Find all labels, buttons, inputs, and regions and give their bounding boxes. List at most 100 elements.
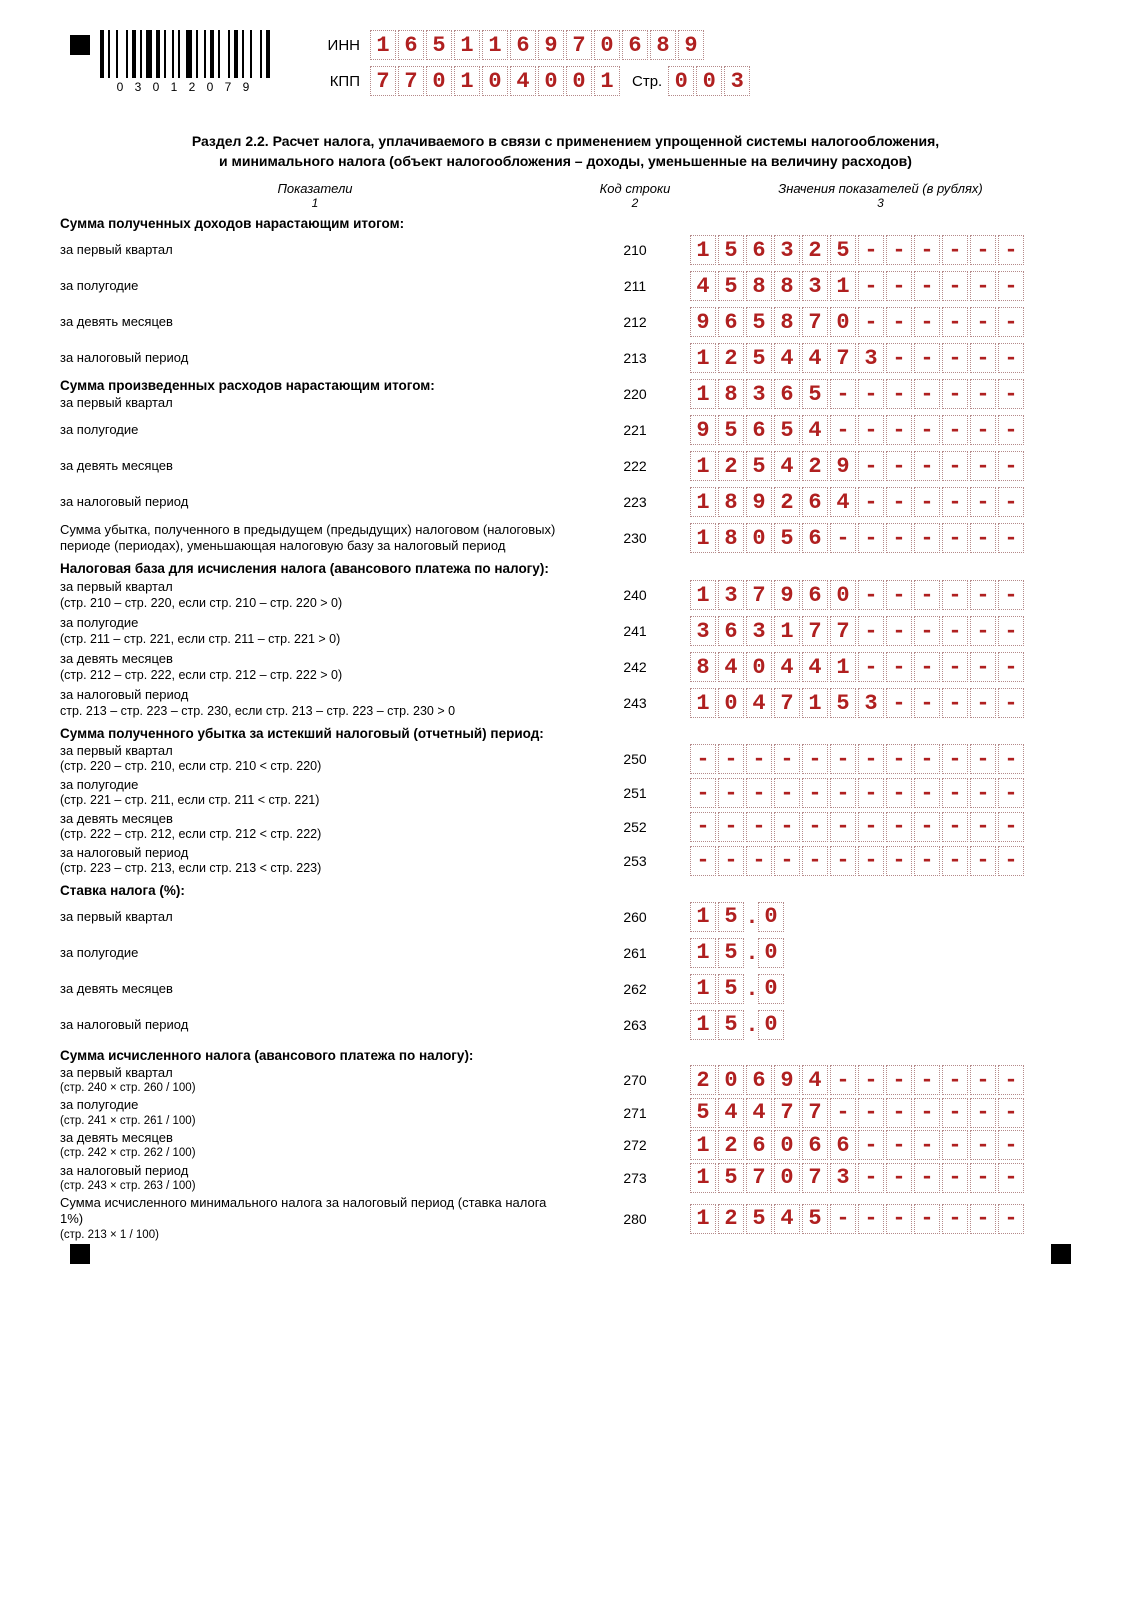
digit-cell: 1 <box>454 30 480 60</box>
line-code: 222 <box>580 458 690 474</box>
table-row: за девять месяцев222125429------ <box>60 449 1071 483</box>
digit-cell: 0 <box>566 66 592 96</box>
row-label: за первый квартал <box>60 909 580 925</box>
table-row: за налоговый периодстр. 213 – стр. 223 –… <box>60 686 1071 720</box>
digit-cell: - <box>830 379 856 409</box>
line-code: 273 <box>580 1170 690 1186</box>
row-label: за девять месяцев <box>60 314 580 330</box>
form-table: Показатели 1 Код строки 2 Значения показ… <box>60 181 1071 1242</box>
digit-cell: 5 <box>802 379 828 409</box>
digit-cell: 5 <box>426 30 452 60</box>
row-value: 20694------- <box>690 1065 1071 1095</box>
digit-cell: - <box>886 744 912 774</box>
digit-cell: - <box>942 523 968 553</box>
line-code: 223 <box>580 494 690 510</box>
digit-cell: 4 <box>510 66 536 96</box>
digit-cell: - <box>942 580 968 610</box>
digit-cell: - <box>914 271 940 301</box>
digit-cell: 3 <box>746 616 772 646</box>
digit-cell: - <box>942 1098 968 1128</box>
inn-value: 165116970689 <box>370 30 706 60</box>
page-label: Стр. <box>632 73 662 90</box>
row-value: 1254473----- <box>690 343 1071 373</box>
digit-cell: 6 <box>398 30 424 60</box>
table-row: за первый квартал(стр. 220 – стр. 210, е… <box>60 743 1071 775</box>
row-label: за девять месяцев(стр. 212 – стр. 222, е… <box>60 651 580 683</box>
digit-cell: 7 <box>802 1163 828 1193</box>
line-code: 241 <box>580 623 690 639</box>
line-code: 240 <box>580 587 690 603</box>
digit-cell: - <box>886 1065 912 1095</box>
digit-cell: 7 <box>774 1098 800 1128</box>
row-label: за налоговый период <box>60 494 580 510</box>
row-label: за первый квартал <box>60 242 580 258</box>
digit-cell: - <box>886 307 912 337</box>
row-value: 15.0 <box>690 902 1071 932</box>
digit-cell: 1 <box>690 451 716 481</box>
digit-cell: 6 <box>622 30 648 60</box>
digit-cell: 5 <box>718 902 744 932</box>
digit-cell: 1 <box>802 688 828 718</box>
group-title: Сумма полученного убытка за истекший нал… <box>60 726 1071 741</box>
digit-cell: - <box>942 1163 968 1193</box>
line-code: 250 <box>580 751 690 767</box>
digit-cell: 1 <box>690 688 716 718</box>
digit-cell: - <box>886 235 912 265</box>
digit-cell: - <box>914 415 940 445</box>
row-value: 157073------ <box>690 1163 1071 1193</box>
table-row: за девять месяцев(стр. 222 – стр. 212, е… <box>60 811 1071 843</box>
digit-cell: 2 <box>802 235 828 265</box>
digit-cell: 1 <box>690 974 716 1004</box>
digit-cell: 1 <box>774 616 800 646</box>
digit-cell: - <box>858 451 884 481</box>
digit-cell: - <box>858 1065 884 1095</box>
digit-cell: - <box>886 1204 912 1234</box>
row-value: 125429------ <box>690 451 1071 481</box>
group-title: Ставка налога (%): <box>60 883 1071 898</box>
digit-cell: 5 <box>746 307 772 337</box>
digit-cell: - <box>942 451 968 481</box>
line-code: 262 <box>580 981 690 997</box>
digit-cell: 1 <box>830 271 856 301</box>
row-value: ------------ <box>690 778 1071 808</box>
digit-cell: - <box>998 235 1024 265</box>
digit-cell: - <box>830 744 856 774</box>
digit-cell: - <box>802 846 828 876</box>
table-row: за налоговый период(стр. 243 × стр. 263 … <box>60 1163 1071 1194</box>
table-row: за девять месяцев26215.0 <box>60 972 1071 1006</box>
digit-cell: - <box>830 523 856 553</box>
digit-cell: 7 <box>746 1163 772 1193</box>
digit-cell: 7 <box>774 688 800 718</box>
marker-square <box>70 1244 90 1264</box>
table-row: Сумма исчисленного минимального налога з… <box>60 1195 1071 1242</box>
digit-cell: - <box>914 688 940 718</box>
digit-cell: 1 <box>690 235 716 265</box>
row-label: за первый квартал(стр. 240 × стр. 260 / … <box>60 1065 580 1096</box>
col-num-3: 3 <box>690 196 1071 210</box>
digit-cell: - <box>858 812 884 842</box>
digit-cell: 4 <box>690 271 716 301</box>
row-label: за девять месяцев(стр. 222 – стр. 212, е… <box>60 811 580 843</box>
row-value: 189264------ <box>690 487 1071 517</box>
digit-cell: 4 <box>774 1204 800 1234</box>
line-code: 271 <box>580 1105 690 1121</box>
table-row: за девять месяцев212965870------ <box>60 305 1071 339</box>
marker-square <box>70 35 90 55</box>
digit-cell: - <box>746 744 772 774</box>
digit-cell: - <box>914 235 940 265</box>
digit-cell: - <box>858 846 884 876</box>
digit-cell: - <box>970 451 996 481</box>
digit-cell: - <box>746 846 772 876</box>
row-value: 840441------ <box>690 652 1071 682</box>
line-code: 243 <box>580 695 690 711</box>
digit-cell: - <box>998 846 1024 876</box>
digit-cell: - <box>830 1065 856 1095</box>
digit-cell: - <box>942 652 968 682</box>
digit-cell: 2 <box>718 1204 744 1234</box>
digit-cell: 9 <box>690 307 716 337</box>
digit-cell: 0 <box>758 974 784 1004</box>
digit-cell: 5 <box>718 938 744 968</box>
digit-cell: - <box>886 688 912 718</box>
digit-cell: 4 <box>718 1098 744 1128</box>
row-label: Сумма убытка, полученного в предыдущем (… <box>60 522 580 555</box>
